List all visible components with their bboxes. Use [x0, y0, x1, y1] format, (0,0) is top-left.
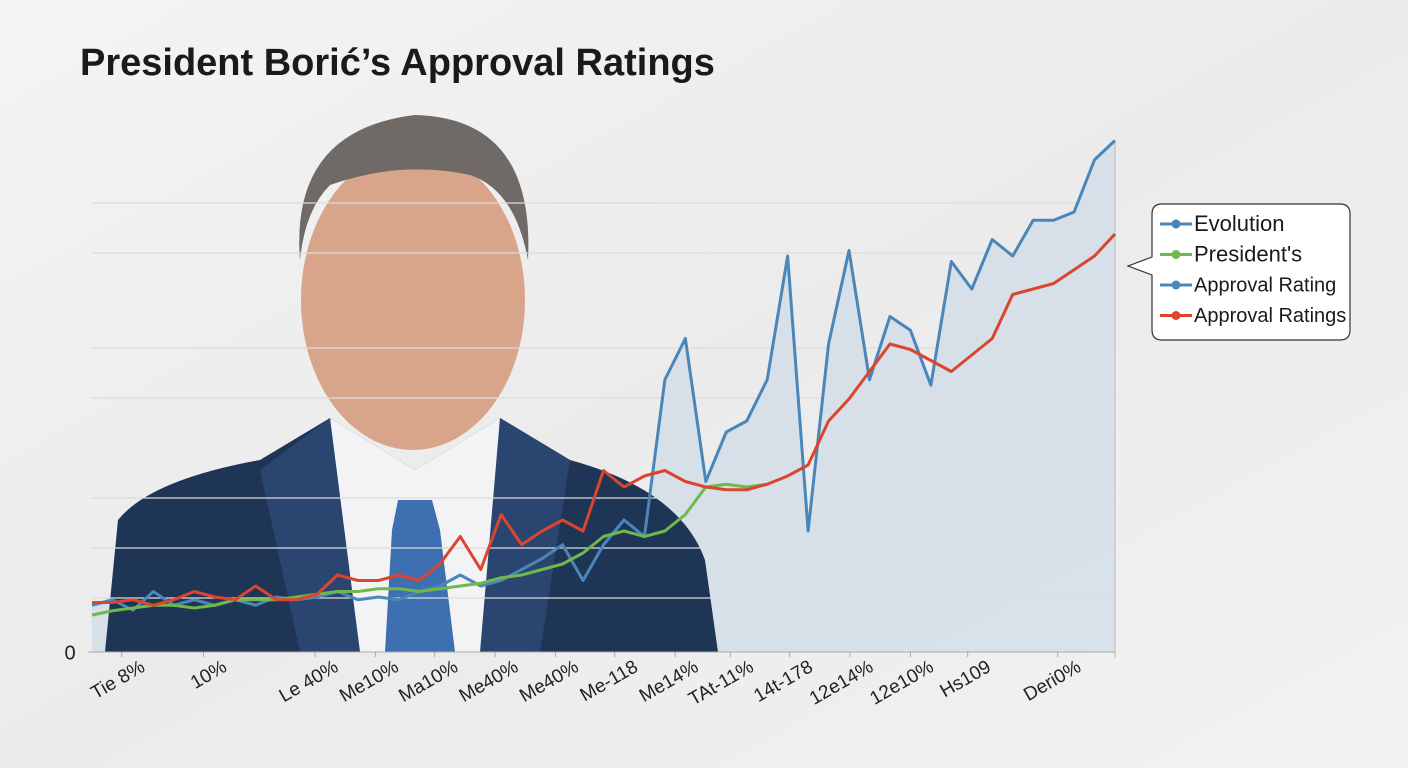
line: [91, 482, 768, 617]
legend: [1126, 203, 1351, 341]
legend-marker: [1171, 219, 1181, 229]
legend-label: President's: [1194, 241, 1302, 266]
chart-title: President Borić’s Approval Ratings: [80, 42, 715, 84]
line: [91, 139, 1117, 612]
legend-marker: [1171, 280, 1181, 290]
area: [92, 140, 1115, 652]
legend-label: Approval Rating: [1194, 274, 1336, 296]
legend-marker: [1171, 250, 1181, 259]
legend-label: Approval Ratings: [1194, 305, 1346, 327]
line: [92, 232, 1117, 607]
y-tick-label: 0: [64, 642, 75, 664]
photo: [105, 115, 718, 652]
legend-label: Evolution: [1194, 211, 1285, 236]
legend-marker: [1171, 311, 1181, 320]
area-layer: [92, 140, 1115, 652]
grid: [92, 202, 1115, 599]
